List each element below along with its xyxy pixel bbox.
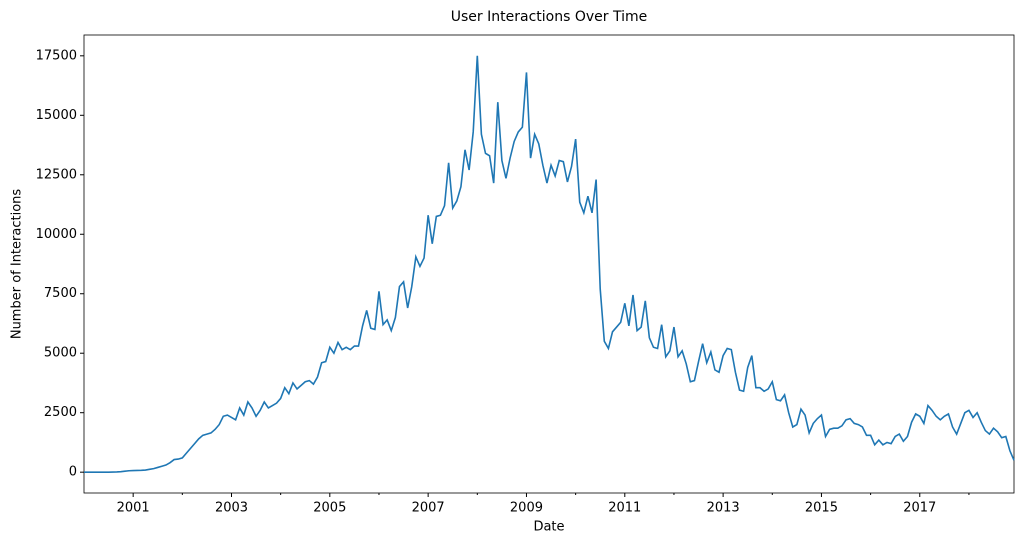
y-axis-label: Number of Interactions [10,189,25,340]
plot-frame [83,34,1015,494]
y-tick-label: 0 [69,465,77,480]
x-tick-label: 2009 [510,501,543,516]
y-tick-label: 2500 [44,405,77,420]
x-tick-label: 2005 [313,501,346,516]
y-tick-label: 7500 [44,286,77,301]
x-axis-label: Date [533,520,564,535]
x-tick-label: 2015 [805,501,838,516]
x-tick-label: 2017 [903,501,936,516]
y-tick-label: 12500 [36,167,77,182]
y-tick-label: 15000 [36,108,77,123]
y-tick-label: 10000 [36,227,77,242]
y-tick-label: 17500 [36,48,77,63]
x-tick-label: 2003 [215,501,248,516]
x-tick-label: 2013 [707,501,740,516]
chart-title: User Interactions Over Time [451,9,647,25]
x-tick-label: 2001 [117,501,150,516]
y-tick-label: 5000 [44,346,77,361]
data-line [84,55,1015,473]
x-tick-label: 2007 [412,501,445,516]
x-tick-label: 2011 [608,501,641,516]
